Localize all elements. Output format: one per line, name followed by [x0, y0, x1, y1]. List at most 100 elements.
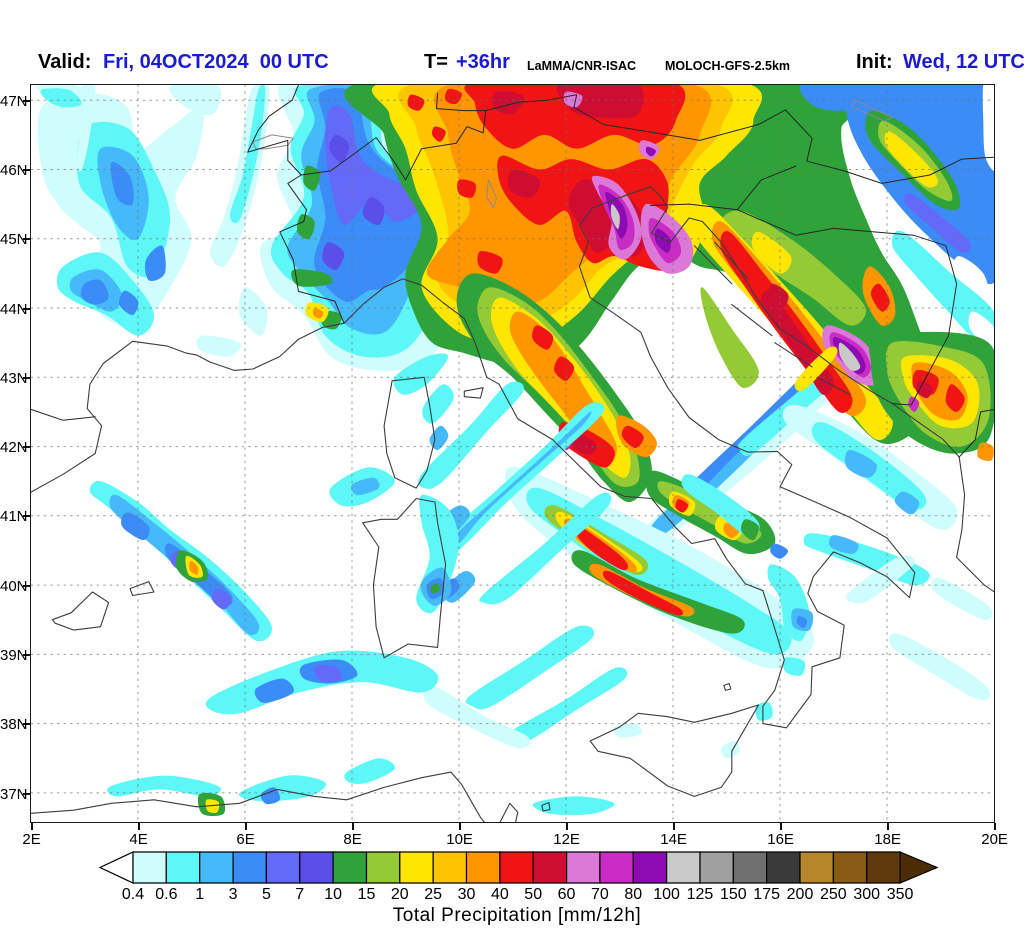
precip-region-L3 [799, 85, 899, 111]
precip-region-L5 [904, 193, 971, 254]
precip-region-L5 [325, 105, 424, 226]
coastline-croatian-islands-1 [693, 245, 733, 285]
border-france-spain [31, 408, 96, 421]
precip-region-L10 [430, 583, 440, 594]
legend-cell [232, 851, 267, 884]
legend-threshold-label: 40 [490, 886, 509, 903]
forecast-hour-value: +36hr [456, 51, 510, 73]
coastline-elba [463, 387, 484, 399]
precip-region-L06 [422, 384, 454, 424]
precip-region-L10 [291, 269, 333, 287]
precip-region-L1 [429, 425, 449, 451]
valid-label: Valid: [38, 51, 92, 73]
y-axis-tick [23, 584, 30, 587]
precip-region-L06 [479, 492, 612, 605]
precip-region-L50 [492, 91, 524, 115]
precip-region-L40 [445, 88, 462, 105]
precip-region-L04 [889, 633, 991, 701]
precip-region-W [968, 311, 994, 347]
precip-region-L5 [211, 588, 232, 610]
coastline-croatian-islands-3 [731, 304, 773, 337]
precip-region-L7 [329, 134, 350, 163]
legend-threshold-label: 50 [524, 886, 543, 903]
coastline-mediterranean-mainland [31, 186, 994, 729]
legend-threshold-label: 80 [624, 886, 643, 903]
lake-outline-lake-balaton [851, 99, 893, 122]
precip-region-L06 [418, 381, 524, 489]
precip-region-L40 [532, 325, 554, 350]
precip-region-L30 [977, 442, 994, 462]
precip-region-L06 [891, 230, 994, 339]
precip-region-L06 [107, 775, 222, 797]
x-axis-tick [672, 822, 675, 830]
y-axis-label: 41N [0, 508, 28, 526]
precip-region-L06 [783, 657, 806, 676]
precip-region-L40 [621, 425, 644, 448]
precip-region-L50 [768, 283, 789, 309]
legend-threshold-label: 3 [228, 886, 238, 903]
precip-region-L04 [720, 740, 741, 759]
precip-region-L3 [118, 290, 139, 316]
y-axis-tick [23, 446, 30, 449]
precip-region-L30 [312, 307, 324, 319]
map-canvas [30, 84, 995, 823]
precip-region-L60 [563, 91, 583, 108]
legend-over-arrow [899, 851, 939, 884]
coastline-pantelleria [541, 802, 551, 812]
precip-region-L20 [394, 115, 414, 136]
precip-region-L50 [915, 380, 933, 399]
legend-cell [766, 851, 801, 884]
forecast-hour-label: T= [424, 51, 448, 73]
y-axis-tick [23, 99, 30, 102]
precip-region-L06 [344, 758, 396, 785]
y-axis-tick [23, 653, 30, 656]
legend-cell [465, 851, 501, 884]
legend-threshold-label: 15 [357, 886, 376, 903]
legend-threshold-label: 20 [390, 886, 409, 903]
precip-region-L40 [457, 179, 476, 198]
y-axis-tick [23, 169, 30, 172]
precip-region-L04 [238, 287, 268, 336]
precip-region-L10 [571, 550, 745, 634]
x-axis-tick [565, 822, 568, 830]
precip-region-L06 [393, 353, 449, 395]
y-axis-label: 46N [0, 162, 28, 180]
init-label: Init: [856, 51, 893, 73]
legend-cell [299, 851, 334, 884]
precip-region-L04 [846, 555, 915, 604]
precip-region-L15 [700, 287, 759, 389]
y-axis-label: 43N [0, 369, 28, 387]
legend-cell [399, 851, 434, 884]
precip-region-L40 [407, 94, 425, 111]
legend-cell [199, 851, 234, 884]
precip-region-L40 [432, 126, 446, 142]
y-axis-label: 47N [0, 92, 28, 110]
org-name: LaMMA/CNR-ISAC [527, 59, 637, 73]
x-axis-label: 6E [236, 831, 255, 848]
legend-cell [799, 851, 834, 884]
precip-region-L06 [238, 775, 327, 802]
x-axis-label: 20E [981, 831, 1008, 848]
precip-region-L50 [507, 169, 541, 198]
precip-region-L1 [829, 535, 859, 554]
precip-region-L100 [610, 204, 620, 230]
coastline-cap-bon [499, 802, 519, 822]
x-axis-tick [779, 822, 782, 830]
precip-region-L04 [168, 85, 222, 116]
x-axis-tick [458, 822, 461, 830]
precip-region-L40 [554, 356, 575, 381]
legend-cell [699, 851, 734, 884]
legend-cell [265, 851, 301, 884]
border-alps-austria-hungary [485, 94, 994, 184]
legend-cell [332, 851, 368, 884]
precip-region-L06 [229, 85, 266, 224]
lake-outline-lake-garda [486, 179, 497, 209]
x-axis-label: 12E [553, 831, 580, 848]
precip-region-L70 [908, 396, 920, 412]
precip-region-W [953, 256, 990, 302]
precip-region-L100 [838, 342, 861, 371]
x-axis-label: 16E [767, 831, 794, 848]
precip-region-L3 [81, 279, 109, 305]
legend-cell [732, 851, 768, 884]
